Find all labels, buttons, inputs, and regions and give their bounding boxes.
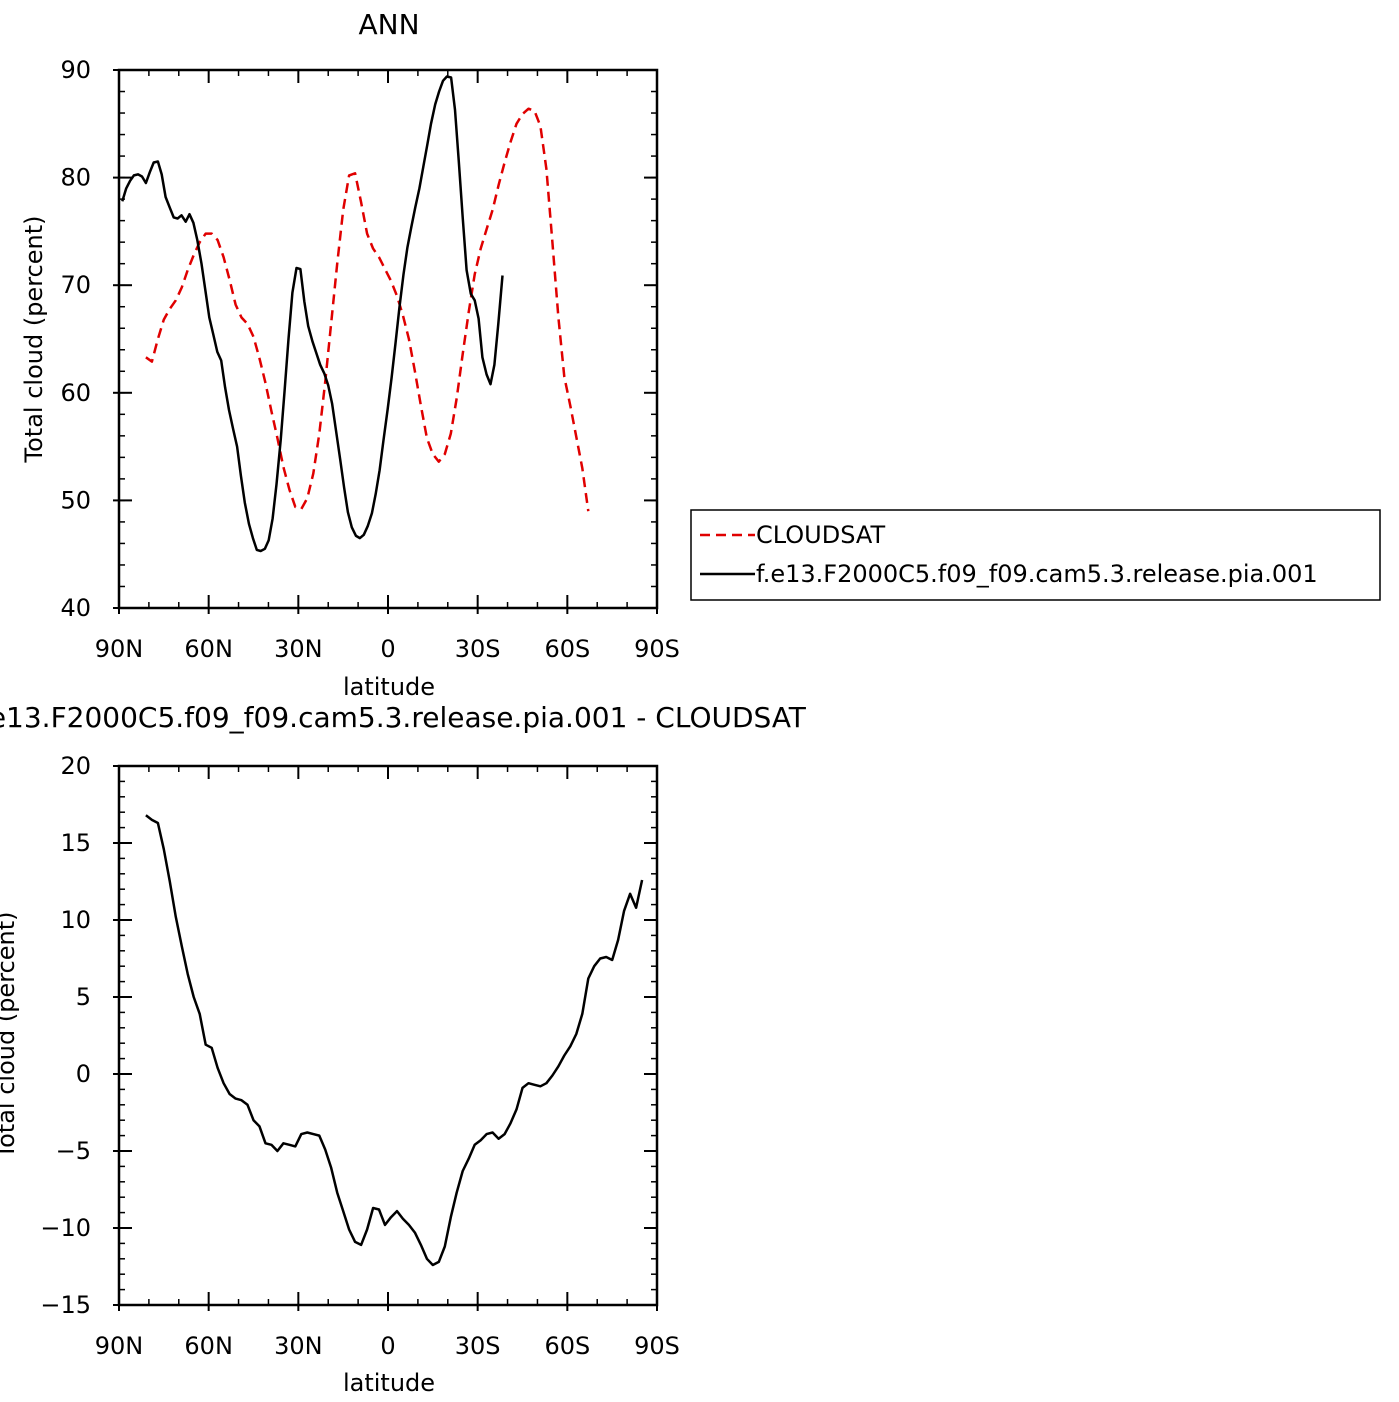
bottom-panel-y-axis-title: Total cloud (percent) [0,912,20,1160]
p1-y-tick-label: 60 [60,379,91,407]
p2-x-tick-label: 0 [380,1332,395,1360]
top-panel-ticks [113,69,658,614]
p2-x-tick-label: 90N [95,1332,144,1360]
top-panel-y-axis-title: Total cloud (percent) [20,216,48,464]
legend-label-model: f.e13.F2000C5.f09_f09.cam5.3.release.pia… [756,560,1318,588]
p1-x-tick-label: 90N [95,635,144,663]
p1-x-tick-label: 60S [544,635,590,663]
p1-series-line-f-e13-f2000c5-f09-f09-cam5-3-release-pia-001 [121,75,504,553]
bottom-panel-plot-frame [117,764,659,1307]
p2-x-tick-label: 30N [274,1332,323,1360]
p1-x-tick-label: 0 [380,635,395,663]
p2-y-tick-label: 15 [60,829,91,857]
p2-x-tick-label: 90S [634,1332,680,1360]
top-panel-tick-labels: 90N 60N 30N 0 30S 60S 90S 40 50 60 70 80 90 [60,56,679,663]
p2-y-tick-label: −5 [56,1137,91,1165]
top-panel-title: ANN [358,8,419,41]
p2-y-tick-label: −10 [40,1214,91,1242]
top-panel-plot-frame [117,68,659,610]
p1-x-tick-label: 60N [184,635,233,663]
bottom-panel-x-axis-title: latitude [343,1369,435,1397]
p2-series-line-0 [145,814,644,1267]
p1-series-line-cloudsat [145,107,590,512]
p1-y-tick-label: 40 [60,594,91,622]
p2-y-tick-label: 0 [76,1060,91,1088]
bottom-panel-tick-labels: 90N 60N 30N 0 30S 60S 90S −15 −10 −5 0 5 10 15 20 [40,752,680,1360]
p2-x-tick-label: 60S [544,1332,590,1360]
p1-x-tick-label: 90S [634,635,680,663]
bottom-panel-series [145,814,644,1267]
top-panel: ANN Total cloud (percent) latitude 90N 60… [20,8,680,701]
p2-y-tick-label: 20 [60,752,91,780]
legend-label-cloudsat: CLOUDSAT [756,521,885,549]
top-panel-series [121,75,590,553]
p1-y-tick-label: 90 [60,56,91,84]
p2-y-tick-label: 5 [76,983,91,1011]
p2-x-tick-label: 60N [184,1332,233,1360]
p2-y-tick-label: −15 [40,1291,91,1319]
bottom-panel: f.e13.F2000C5.f09_f09.cam5.3.release.pia… [0,701,807,1397]
bottom-panel-title: f.e13.F2000C5.f09_f09.cam5.3.release.pia… [0,701,807,734]
p1-y-tick-label: 50 [60,486,91,514]
p1-y-tick-label: 80 [60,164,91,192]
top-panel-x-axis-title: latitude [343,673,435,701]
legend: CLOUDSAT f.e13.F2000C5.f09_f09.cam5.3.re… [690,509,1381,601]
legend-box [690,509,1381,601]
p2-y-tick-label: 10 [60,906,91,934]
p1-y-tick-label: 70 [60,271,91,299]
p2-x-tick-label: 30S [455,1332,501,1360]
p1-x-tick-label: 30S [455,635,501,663]
p1-x-tick-label: 30N [274,635,323,663]
